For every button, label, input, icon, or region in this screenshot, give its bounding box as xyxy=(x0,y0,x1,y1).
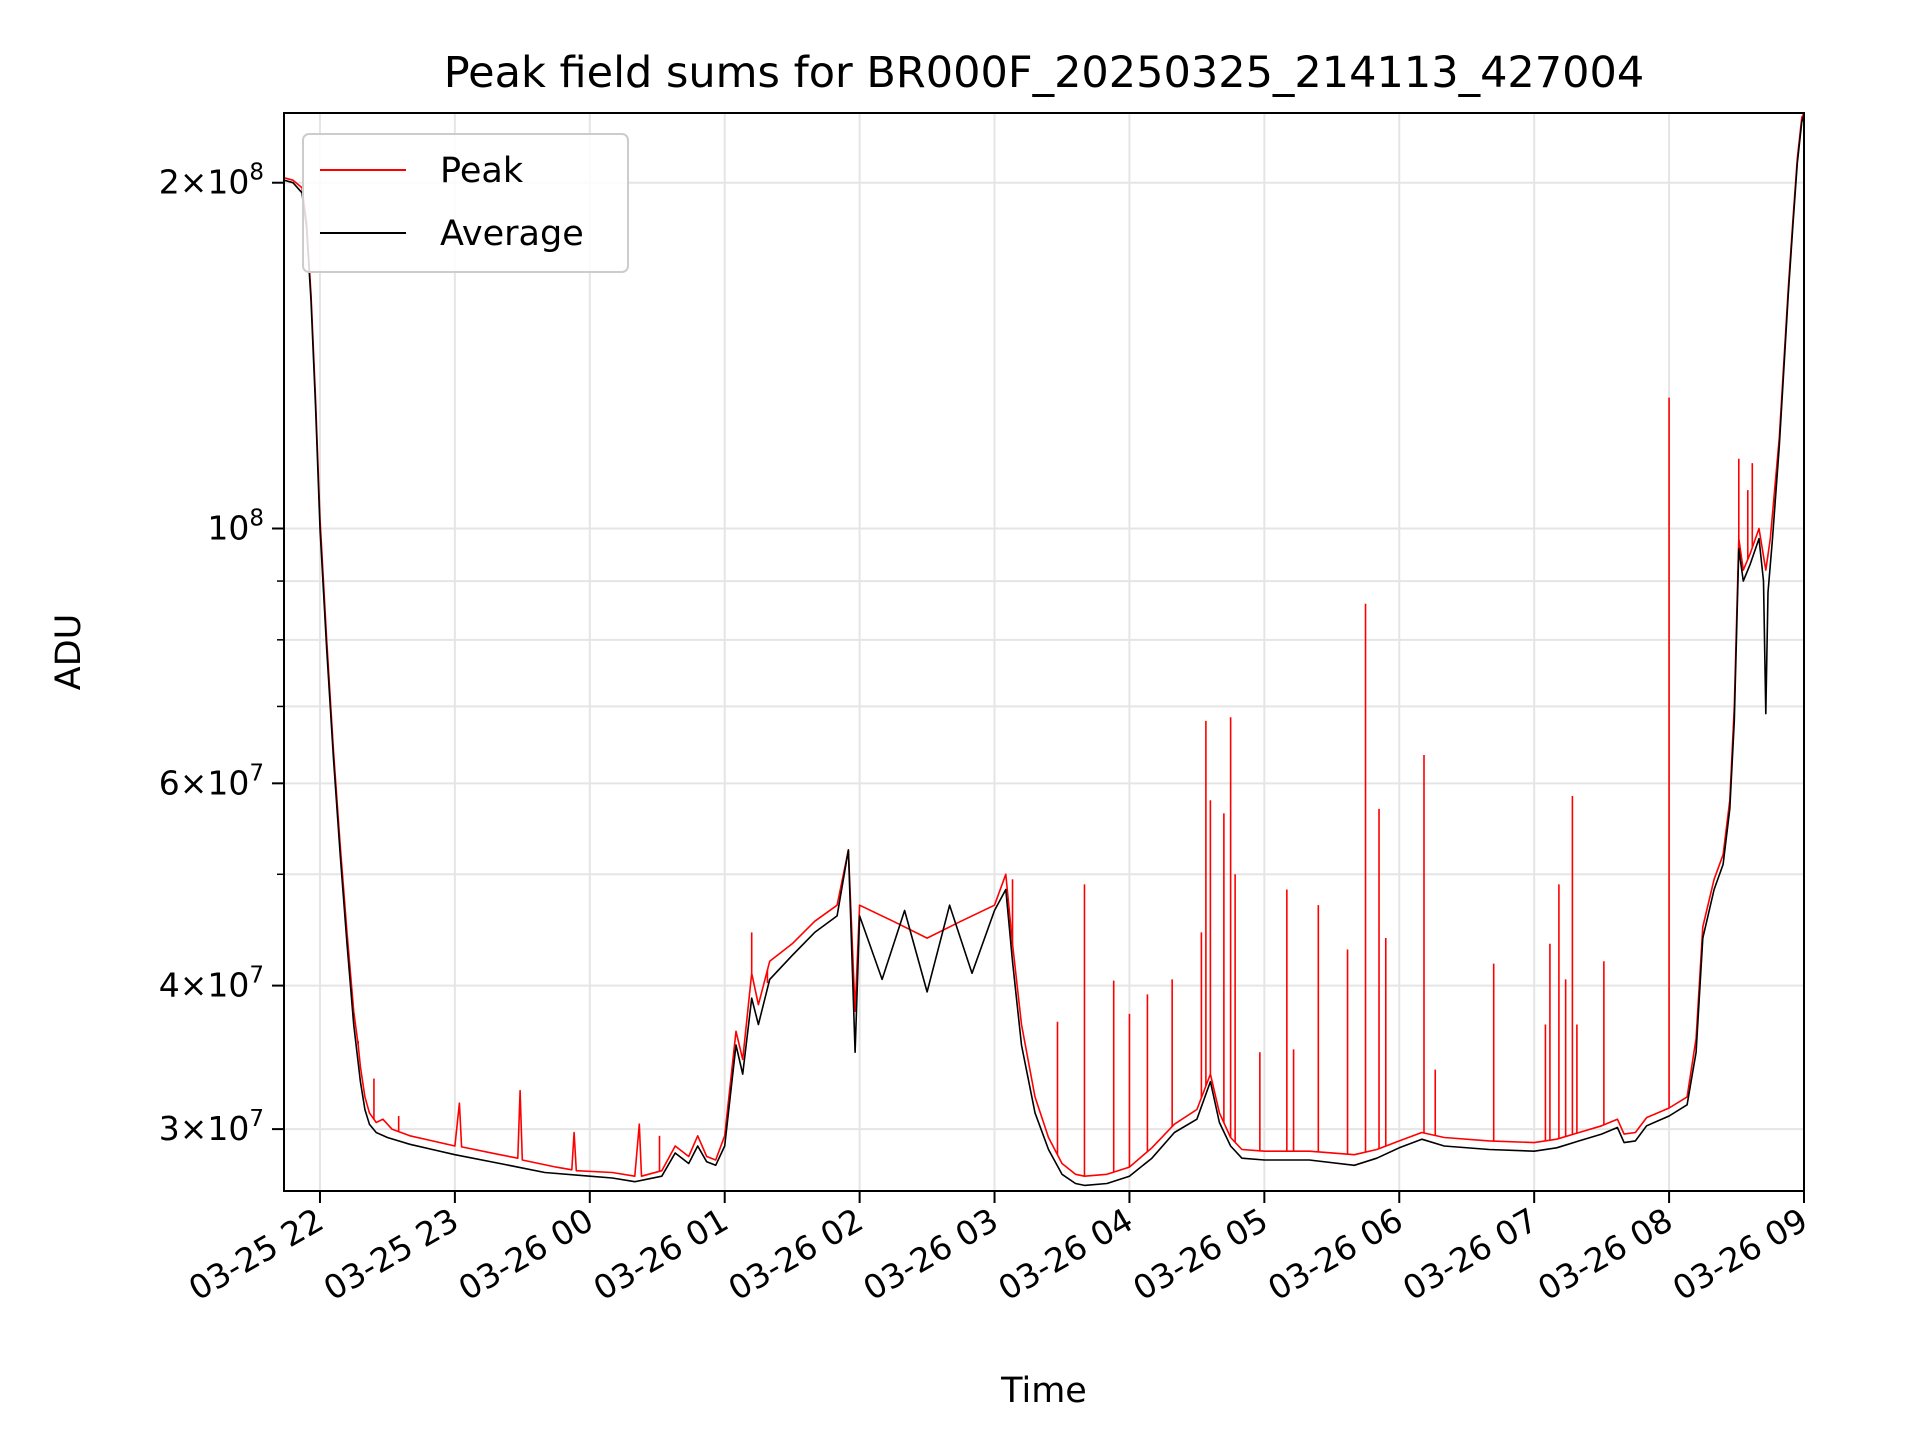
series-layer xyxy=(284,113,1804,1187)
x-tick-label: 03-26 07 xyxy=(1396,1200,1544,1308)
x-tick-label: 03-26 09 xyxy=(1666,1200,1814,1308)
series-peak xyxy=(284,113,1804,1177)
series-line-average xyxy=(284,114,1804,1187)
y-tick-label: 3×107 xyxy=(159,1106,264,1148)
series-average xyxy=(284,114,1804,1187)
y-tick-label: 2×108 xyxy=(159,160,264,202)
x-tick-label: 03-26 05 xyxy=(1126,1200,1274,1308)
legend-box xyxy=(302,133,629,273)
y-tick-label: 6×107 xyxy=(159,760,264,802)
y-tick-label: 4×107 xyxy=(159,963,264,1005)
legend: Peak Average xyxy=(302,133,629,273)
plot-frame xyxy=(283,112,1805,1192)
x-tick-label: 03-26 04 xyxy=(991,1200,1139,1308)
x-tick-label: 03-26 08 xyxy=(1531,1200,1679,1308)
x-tick-label: 03-26 02 xyxy=(722,1200,870,1308)
x-axis-title: Time xyxy=(1000,1371,1087,1411)
x-tick-label: 03-26 00 xyxy=(452,1200,600,1308)
x-tick-label: 03-26 01 xyxy=(587,1200,735,1308)
legend-label-peak: Peak xyxy=(440,151,524,191)
x-tick-label: 03-25 22 xyxy=(182,1200,330,1308)
grid xyxy=(284,113,1805,1191)
x-tick-label: 03-26 06 xyxy=(1261,1200,1409,1308)
x-tick-label: 03-26 03 xyxy=(857,1200,1005,1308)
y-axis: 3×107 4×107 6×107 108 2×108 xyxy=(159,160,284,1148)
y-tick-label: 108 xyxy=(207,506,264,548)
y-axis-title: ADU xyxy=(49,614,89,691)
x-tick-label: 03-25 23 xyxy=(317,1200,465,1308)
chart-title: Peak field sums for BR000F_20250325_2141… xyxy=(444,48,1644,98)
legend-label-average: Average xyxy=(440,214,584,254)
